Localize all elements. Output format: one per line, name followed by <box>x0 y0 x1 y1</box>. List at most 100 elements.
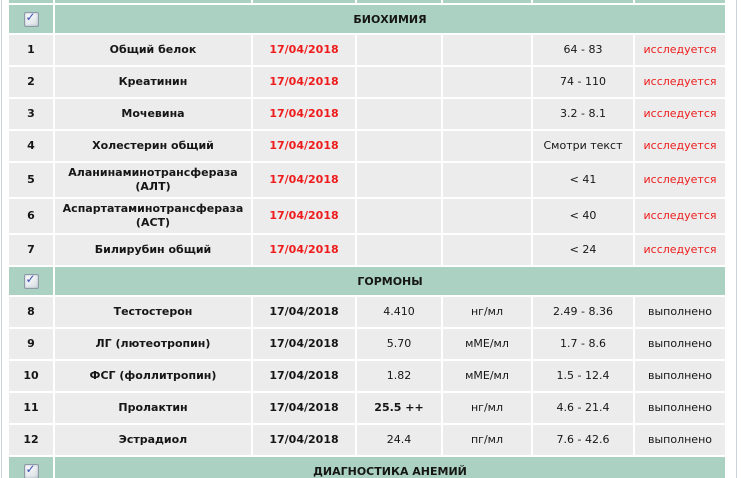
section-checkbox[interactable]: ✓ <box>23 9 39 27</box>
cutoff-cell <box>253 0 355 3</box>
result-cell: 24.4 <box>357 425 441 455</box>
units-cell <box>443 35 531 65</box>
date-cell: 17/04/2018 <box>253 131 355 161</box>
reference-range-cell: Смотри текст <box>533 131 633 161</box>
cutoff-cell <box>533 0 633 3</box>
checkbox-check-icon: ✓ <box>25 461 36 476</box>
result-cell: 25.5 ++ <box>357 393 441 423</box>
result-cell: 1.82 <box>357 361 441 391</box>
table-row: 2 Креатинин 17/04/2018 74 - 110 исследуется <box>9 67 725 97</box>
cutoff-cell <box>55 0 251 3</box>
result-cell <box>357 199 441 233</box>
units-cell <box>443 99 531 129</box>
units-cell <box>443 199 531 233</box>
units-cell <box>443 163 531 197</box>
row-number-cell: 2 <box>9 67 53 97</box>
reference-range-cell: < 40 <box>533 199 633 233</box>
result-cell <box>357 67 441 97</box>
status-cell: исследуется <box>635 235 725 265</box>
section-checkbox-cell: ✓ <box>9 267 53 295</box>
status-cell: исследуется <box>635 131 725 161</box>
result-cell <box>357 131 441 161</box>
section-checkbox-cell: ✓ <box>9 457 53 478</box>
date-cell: 17/04/2018 <box>253 99 355 129</box>
date-cell: 17/04/2018 <box>253 297 355 327</box>
table-row: 12 Эстрадиол 17/04/2018 24.4 пг/мл 7.6 - 42.6… <box>9 425 725 455</box>
test-name-cell: Билирубин общий <box>55 235 251 265</box>
cutoff-top-row <box>9 0 725 3</box>
units-cell: мМЕ/мл <box>443 361 531 391</box>
section-header-row: ✓ ГОРМОНЫ <box>9 267 725 295</box>
reference-range-cell: 3.2 - 8.1 <box>533 99 633 129</box>
section-checkbox[interactable]: ✓ <box>23 461 39 478</box>
table-row: 9 ЛГ (лютеотропин) 17/04/2018 5.70 мМЕ/мл 1.7… <box>9 329 725 359</box>
section-title: БИОХИМИЯ <box>55 5 725 33</box>
table-row: 10 ФСГ (фоллитропин) 17/04/2018 1.82 мМЕ/мл 1… <box>9 361 725 391</box>
cutoff-cell <box>443 0 531 3</box>
status-cell: исследуется <box>635 35 725 65</box>
row-number-cell: 8 <box>9 297 53 327</box>
status-cell: выполнено <box>635 329 725 359</box>
checkbox-check-icon: ✓ <box>25 271 36 286</box>
section-title: ГОРМОНЫ <box>55 267 725 295</box>
status-cell: исследуется <box>635 67 725 97</box>
reference-range-cell: < 41 <box>533 163 633 197</box>
units-cell <box>443 67 531 97</box>
row-number-cell: 5 <box>9 163 53 197</box>
lab-table-body: ✓ БИОХИМИЯ 1 Общий белок 17/04/2018 64 - 83 ис… <box>9 0 725 478</box>
table-row: 11 Пролактин 17/04/2018 25.5 ++ нг/мл 4.6 - 2… <box>9 393 725 423</box>
test-name-cell: Холестерин общий <box>55 131 251 161</box>
row-number-cell: 11 <box>9 393 53 423</box>
result-cell: 5.70 <box>357 329 441 359</box>
result-cell: 4.410 <box>357 297 441 327</box>
status-cell: исследуется <box>635 99 725 129</box>
table-row: 7 Билирубин общий 17/04/2018 < 24 исследуетс… <box>9 235 725 265</box>
lab-results-table: ✓ БИОХИМИЯ 1 Общий белок 17/04/2018 64 - 83 ис… <box>7 0 727 478</box>
table-row: 5 Аланинаминотрансфераза (АЛТ) 17/04/2018 <… <box>9 163 725 197</box>
reference-range-cell: 7.6 - 42.6 <box>533 425 633 455</box>
reference-range-cell: 1.7 - 8.6 <box>533 329 633 359</box>
table-row: 3 Мочевина 17/04/2018 3.2 - 8.1 исследуется <box>9 99 725 129</box>
units-cell: мМЕ/мл <box>443 329 531 359</box>
cutoff-cell <box>635 0 725 3</box>
reference-range-cell: 64 - 83 <box>533 35 633 65</box>
date-cell: 17/04/2018 <box>253 361 355 391</box>
table-row: 1 Общий белок 17/04/2018 64 - 83 исследуется <box>9 35 725 65</box>
row-number-cell: 1 <box>9 35 53 65</box>
test-name-cell: ЛГ (лютеотропин) <box>55 329 251 359</box>
status-cell: выполнено <box>635 297 725 327</box>
row-number-cell: 12 <box>9 425 53 455</box>
row-number-cell: 3 <box>9 99 53 129</box>
reference-range-cell: 1.5 - 12.4 <box>533 361 633 391</box>
section-header-row: ✓ ДИАГНОСТИКА АНЕМИЙ <box>9 457 725 478</box>
row-number-cell: 4 <box>9 131 53 161</box>
result-cell <box>357 235 441 265</box>
row-number-cell: 7 <box>9 235 53 265</box>
result-cell <box>357 35 441 65</box>
status-cell: выполнено <box>635 361 725 391</box>
row-number-cell: 9 <box>9 329 53 359</box>
test-name-cell: Общий белок <box>55 35 251 65</box>
row-number-cell: 6 <box>9 199 53 233</box>
date-cell: 17/04/2018 <box>253 235 355 265</box>
test-name-cell: Эстрадиол <box>55 425 251 455</box>
test-name-cell: Креатинин <box>55 67 251 97</box>
cutoff-cell <box>9 0 53 3</box>
checkbox-check-icon: ✓ <box>25 9 36 24</box>
date-cell: 17/04/2018 <box>253 35 355 65</box>
units-cell <box>443 131 531 161</box>
table-row: 8 Тестостерон 17/04/2018 4.410 нг/мл 2.49 - 8… <box>9 297 725 327</box>
result-cell <box>357 99 441 129</box>
units-cell: нг/мл <box>443 297 531 327</box>
status-cell: исследуется <box>635 163 725 197</box>
date-cell: 17/04/2018 <box>253 329 355 359</box>
date-cell: 17/04/2018 <box>253 393 355 423</box>
cutoff-cell <box>357 0 441 3</box>
test-name-cell: Мочевина <box>55 99 251 129</box>
section-checkbox[interactable]: ✓ <box>23 271 39 289</box>
section-checkbox-cell: ✓ <box>9 5 53 33</box>
reference-range-cell: 74 - 110 <box>533 67 633 97</box>
test-name-cell: Аспартатаминотрансфераза (АСТ) <box>55 199 251 233</box>
result-cell <box>357 163 441 197</box>
